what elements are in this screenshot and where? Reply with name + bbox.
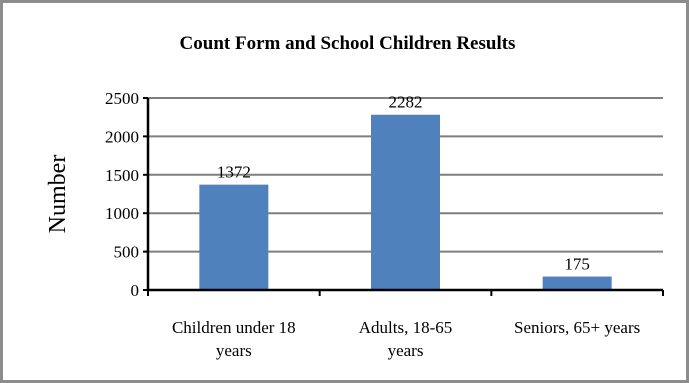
bar <box>371 114 440 290</box>
y-tick-label: 2000 <box>105 127 139 146</box>
y-tick-label: 500 <box>114 243 140 262</box>
chart-title: Count Form and School Children Results <box>179 33 516 54</box>
y-tick-label: 2500 <box>105 89 139 108</box>
y-tick-label: 0 <box>131 281 140 300</box>
x-tick-label: Children under 18 years <box>172 318 296 360</box>
bar <box>199 184 269 290</box>
data-label: 2282 <box>389 93 423 112</box>
y-tick-label: 1500 <box>105 166 139 185</box>
data-label: 175 <box>564 255 590 274</box>
bar <box>542 276 612 290</box>
y-tick-label: 1000 <box>105 204 139 223</box>
x-tick-label: Seniors, 65+ years <box>514 318 640 337</box>
y-axis-label: Number <box>45 155 71 234</box>
bar-chart: 0 500 1000 1500 2000 2500 1372 2282 175 Children … <box>45 89 664 360</box>
x-tick-label: Adults, 18-65 years <box>359 318 453 360</box>
data-label: 1372 <box>217 163 251 182</box>
